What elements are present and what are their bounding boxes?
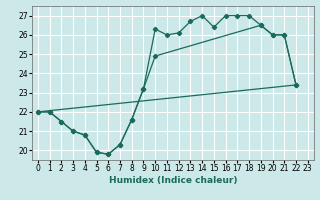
X-axis label: Humidex (Indice chaleur): Humidex (Indice chaleur) [108, 176, 237, 185]
